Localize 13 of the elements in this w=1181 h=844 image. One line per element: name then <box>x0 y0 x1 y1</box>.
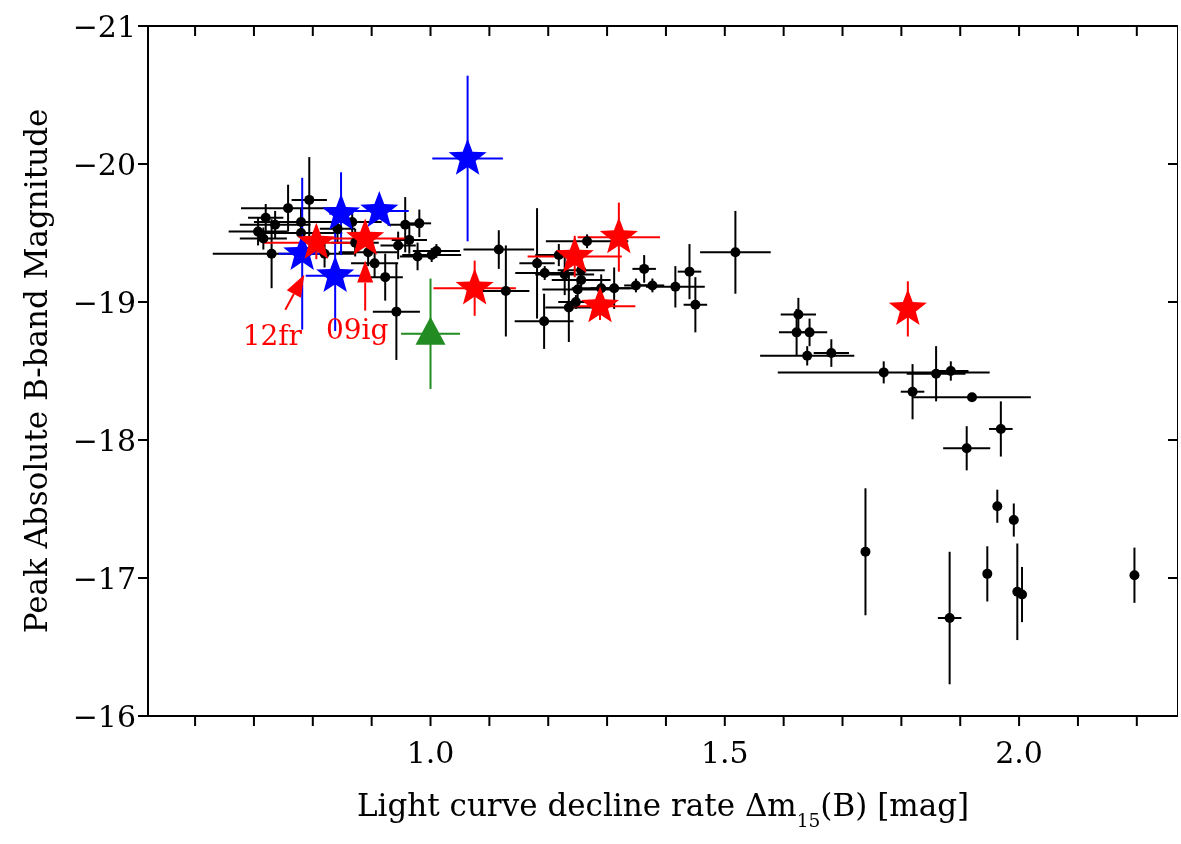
annotation: 12fr <box>242 318 303 352</box>
x-tick-label: 2.0 <box>995 735 1043 771</box>
x-tick-label: 1.5 <box>700 735 749 771</box>
x-axis-title: Light curve decline rate Δm$_{15}$(B) [mag] <box>356 787 970 831</box>
y-tick-label: −19 <box>72 284 136 320</box>
y-tick-label: −16 <box>72 698 136 734</box>
y-tick-label: −17 <box>72 560 136 596</box>
x-tick-label: 1.0 <box>406 735 455 771</box>
y-tick-label: −18 <box>72 422 136 458</box>
y-tick-label: −21 <box>72 8 136 44</box>
y-axis-title: Peak Absolute B-band Magnitude <box>18 108 54 634</box>
y-tick-label: −20 <box>72 146 136 182</box>
annotation: 09ig <box>325 312 389 346</box>
